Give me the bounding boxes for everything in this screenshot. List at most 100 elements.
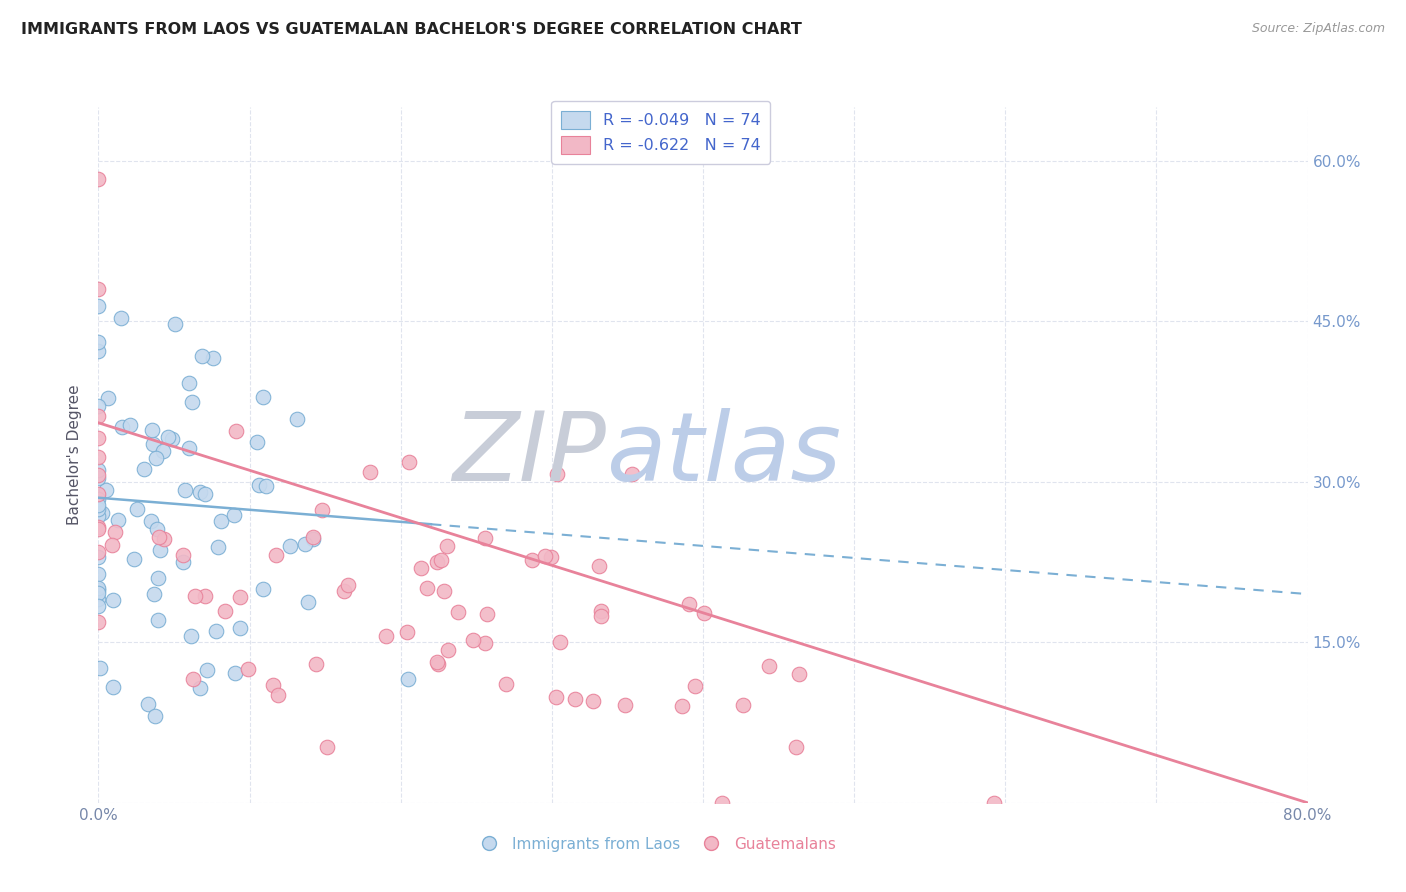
- Point: [433, 584, 456, 599]
- Point: [222, 508, 245, 523]
- Point: [111, 419, 134, 434]
- Point: [278, 539, 301, 553]
- Point: [87, 172, 110, 186]
- Point: [416, 581, 439, 595]
- Point: [191, 349, 214, 363]
- Point: [188, 485, 211, 500]
- Point: [87, 282, 110, 296]
- Point: [359, 465, 381, 479]
- Point: [152, 444, 174, 458]
- Text: Source: ZipAtlas.com: Source: ZipAtlas.com: [1251, 22, 1385, 36]
- Point: [254, 479, 277, 493]
- Point: [103, 592, 125, 607]
- Point: [316, 739, 339, 754]
- Point: [224, 665, 246, 680]
- Point: [520, 553, 543, 567]
- Point: [87, 615, 110, 629]
- Point: [91, 507, 114, 521]
- Point: [693, 606, 716, 620]
- Legend: R = -0.049   N = 74, R = -0.622   N = 74: R = -0.049 N = 74, R = -0.622 N = 74: [551, 101, 770, 163]
- Point: [411, 561, 433, 575]
- Point: [474, 636, 496, 650]
- Point: [87, 299, 110, 313]
- Point: [236, 662, 259, 676]
- Y-axis label: Bachelor's Degree: Bachelor's Degree: [67, 384, 83, 525]
- Point: [87, 585, 110, 599]
- Point: [297, 595, 319, 609]
- Point: [142, 587, 165, 601]
- Point: [474, 531, 496, 545]
- Point: [246, 435, 269, 450]
- Point: [87, 334, 110, 349]
- Point: [426, 657, 449, 671]
- Point: [153, 532, 176, 546]
- Point: [475, 607, 498, 621]
- Point: [201, 351, 224, 366]
- Point: [87, 502, 110, 516]
- Point: [337, 578, 360, 592]
- Point: [174, 483, 197, 498]
- Point: [87, 582, 110, 597]
- Point: [110, 311, 132, 326]
- Point: [544, 690, 567, 705]
- Point: [546, 467, 568, 481]
- Point: [165, 317, 187, 331]
- Point: [301, 530, 323, 544]
- Point: [87, 468, 110, 483]
- Point: [262, 678, 284, 692]
- Point: [87, 431, 110, 445]
- Point: [149, 543, 172, 558]
- Point: [333, 583, 356, 598]
- Point: [205, 624, 228, 639]
- Point: [87, 520, 110, 534]
- Point: [139, 514, 162, 528]
- Point: [101, 680, 124, 694]
- Point: [132, 461, 155, 475]
- Point: [374, 629, 396, 643]
- Point: [172, 548, 194, 562]
- Point: [194, 589, 217, 603]
- Point: [180, 395, 202, 409]
- Point: [148, 530, 170, 544]
- Point: [436, 539, 458, 553]
- Point: [534, 549, 557, 563]
- Point: [188, 681, 211, 695]
- Point: [138, 697, 160, 711]
- Point: [436, 643, 458, 657]
- Point: [87, 581, 110, 595]
- Point: [678, 597, 700, 611]
- Point: [252, 390, 274, 404]
- Point: [396, 672, 419, 686]
- Point: [87, 471, 110, 485]
- Point: [87, 545, 110, 559]
- Point: [179, 376, 201, 390]
- Point: [197, 663, 219, 677]
- Point: [591, 604, 613, 618]
- Text: atlas: atlas: [606, 409, 841, 501]
- Point: [87, 487, 110, 501]
- Point: [184, 589, 207, 603]
- Point: [87, 399, 110, 413]
- Point: [214, 603, 236, 617]
- Point: [194, 487, 217, 501]
- Point: [162, 433, 184, 447]
- Point: [122, 552, 145, 566]
- Point: [143, 709, 166, 723]
- Point: [591, 609, 613, 624]
- Point: [89, 661, 111, 675]
- Point: [225, 424, 247, 438]
- Point: [564, 692, 586, 706]
- Point: [548, 635, 571, 649]
- Point: [157, 430, 180, 444]
- Point: [207, 540, 229, 554]
- Point: [249, 478, 271, 492]
- Text: ZIP: ZIP: [453, 409, 606, 501]
- Point: [87, 409, 110, 424]
- Point: [87, 522, 110, 536]
- Point: [146, 571, 169, 585]
- Point: [87, 491, 110, 506]
- Point: [733, 698, 755, 713]
- Point: [101, 538, 124, 552]
- Point: [87, 450, 110, 464]
- Point: [758, 658, 780, 673]
